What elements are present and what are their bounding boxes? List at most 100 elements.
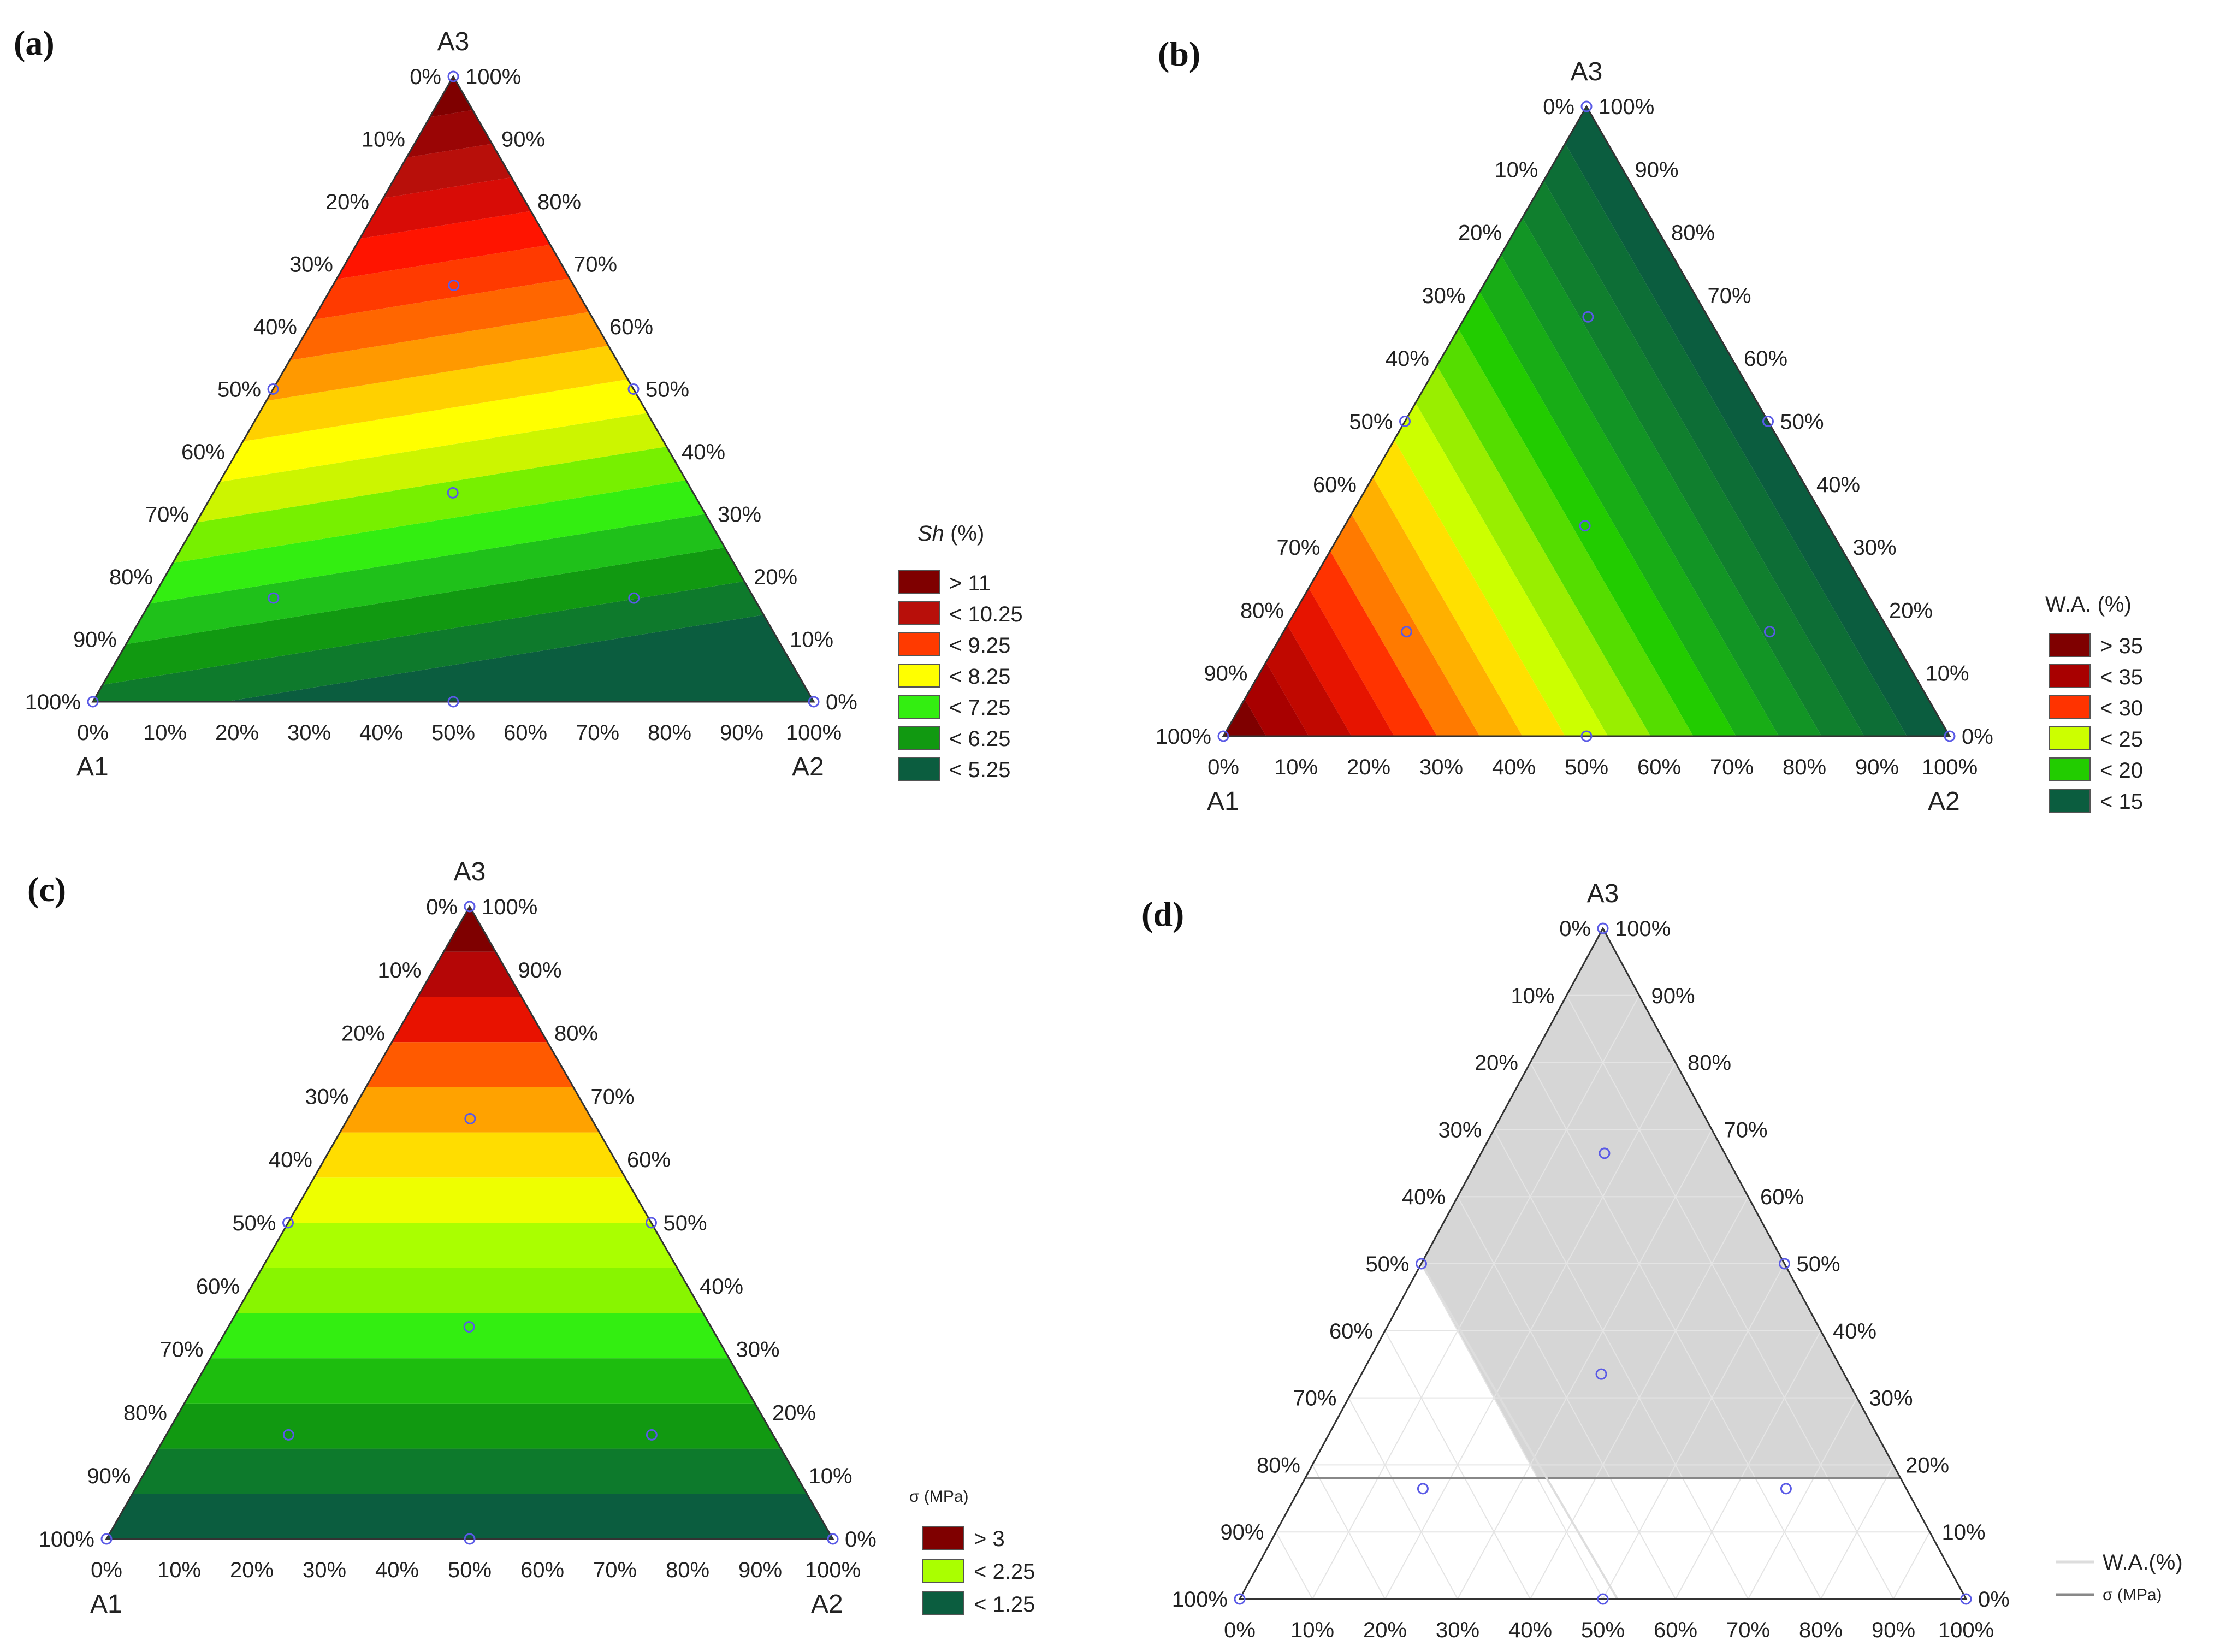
panel-label-d: (d) xyxy=(1141,895,1184,933)
contour-band xyxy=(1253,591,1371,736)
contour-band xyxy=(93,529,814,691)
tick-left-c: 0% xyxy=(426,895,458,919)
legend-label: < 8.25 xyxy=(949,665,1010,689)
triangle-frame-b xyxy=(1222,104,1951,737)
design-point xyxy=(463,1321,475,1333)
design-point xyxy=(1780,1483,1792,1495)
tick-bottom-b: 0% xyxy=(1207,755,1239,779)
grid-line xyxy=(1566,995,1894,1599)
legend-swatch xyxy=(898,726,940,750)
tick-bottom-b: 40% xyxy=(1492,755,1536,779)
contour-band xyxy=(106,1403,833,1449)
contour-bands xyxy=(106,907,833,1539)
design-point xyxy=(1580,100,1593,112)
contour-band xyxy=(1343,303,1666,736)
legend-label: < 6.25 xyxy=(949,727,1010,751)
legend-c: σ (MPa) > 3 < 2.25 < 1.25 xyxy=(909,1488,1035,1617)
tick-left-c: 100% xyxy=(39,1527,94,1552)
tick-left-d: 70% xyxy=(1293,1387,1336,1411)
tick-left-b: 80% xyxy=(1240,599,1284,623)
design-point xyxy=(282,1429,294,1441)
design-point xyxy=(1599,1147,1611,1159)
contour-bands xyxy=(93,76,814,702)
tick-right-b: 60% xyxy=(1744,347,1787,371)
tick-left-a: 70% xyxy=(145,503,189,527)
tick-right-d: 40% xyxy=(1833,1319,1876,1343)
panel-label-a: (a) xyxy=(14,23,55,62)
contour-band xyxy=(1447,106,1950,736)
tick-bottom-c: 30% xyxy=(303,1558,346,1582)
legend-swatch xyxy=(922,1559,964,1583)
tick-right-d: 20% xyxy=(1905,1453,1949,1477)
legend-label: < 5.25 xyxy=(949,758,1010,782)
tick-left-d: 100% xyxy=(1172,1588,1228,1612)
tick-right-b: 100% xyxy=(1599,95,1654,119)
design-point xyxy=(448,280,460,292)
legend-label: < 1.25 xyxy=(974,1592,1035,1617)
tick-right-c: 90% xyxy=(518,958,562,982)
design-point xyxy=(1944,730,1956,742)
tick-left-a: 40% xyxy=(253,315,297,339)
tick-left-d: 50% xyxy=(1365,1252,1409,1276)
tick-left-b: 100% xyxy=(1156,725,1211,749)
tick-right-c: 0% xyxy=(845,1527,877,1552)
tick-bottom-d: 0% xyxy=(1224,1618,1256,1642)
legend-label: < 7.25 xyxy=(949,696,1010,720)
tick-left-c: 30% xyxy=(305,1085,348,1109)
grid-line xyxy=(1602,1263,1785,1599)
grid-line xyxy=(1493,1129,1749,1599)
contour-band xyxy=(106,1223,833,1268)
tick-right-a: 70% xyxy=(573,253,617,277)
tick-left-c: 50% xyxy=(232,1211,276,1235)
contour-band xyxy=(1417,106,1911,736)
vertex-label-a3: A3 xyxy=(1587,879,1619,908)
tick-bottom-a: 70% xyxy=(576,721,619,745)
tick-left-d: 30% xyxy=(1438,1118,1482,1142)
design-point xyxy=(268,592,280,604)
contour-band xyxy=(1313,399,1567,736)
tick-bottom-d: 100% xyxy=(1938,1618,1994,1642)
design-point xyxy=(1762,416,1774,427)
tick-right-d: 10% xyxy=(1942,1520,1986,1544)
tick-bottom-c: 60% xyxy=(520,1558,564,1582)
contour-band xyxy=(93,492,814,654)
tick-bottom-b: 20% xyxy=(1347,755,1390,779)
tick-right-c: 20% xyxy=(772,1401,816,1425)
tick-left-d: 40% xyxy=(1402,1185,1446,1209)
design-point xyxy=(1400,626,1412,638)
contour-band xyxy=(93,565,814,702)
contour-band xyxy=(106,1177,833,1223)
legend-title-c: σ (MPa) xyxy=(909,1488,969,1506)
ternary-plot-b: 0% 0% 100% 10% 10% 90% 20% 20% 80% 30% 30% 70% 40% 40… xyxy=(1156,57,1993,816)
legend-title-a: Sh (%) xyxy=(917,522,984,546)
tick-left-a: 10% xyxy=(362,128,405,152)
legend-d: W.A.(%) σ (MPa) xyxy=(2056,1550,2183,1604)
contour-band xyxy=(106,1494,833,1539)
tick-right-c: 80% xyxy=(554,1022,598,1046)
tick-left-b: 90% xyxy=(1204,662,1247,686)
tick-left-b: 10% xyxy=(1494,158,1538,182)
legend-label: < 2.25 xyxy=(974,1560,1035,1584)
vertex-label-a1: A1 xyxy=(1223,1650,1256,1652)
tick-bottom-d: 30% xyxy=(1436,1618,1479,1642)
legend-b: W.A. (%) > 35 < 35 < 30 < 25 < 20 < 15 xyxy=(2045,593,2143,814)
tick-left-d: 0% xyxy=(1559,917,1591,941)
tick-right-d: 0% xyxy=(1978,1588,2010,1612)
panel-label-b: (b) xyxy=(1158,34,1200,73)
tick-bottom-a: 80% xyxy=(648,721,691,745)
tick-bottom-b: 10% xyxy=(1274,755,1318,779)
contour-band xyxy=(1328,351,1617,736)
legend-label: > 3 xyxy=(974,1527,1005,1551)
tick-bottom-c: 70% xyxy=(593,1558,637,1582)
tick-bottom-c: 50% xyxy=(448,1558,492,1582)
tick-bottom-c: 90% xyxy=(738,1558,782,1582)
grid-line xyxy=(1893,1531,1931,1599)
tick-left-a: 100% xyxy=(25,690,81,714)
design-point xyxy=(447,696,459,708)
ternary-plot-a: 0% 0% 100% 10% 10% 90% 20% 20% 80% 30% 30% 70% 40% 40… xyxy=(25,27,857,781)
tick-left-a: 80% xyxy=(109,565,153,589)
legend-a: Sh (%) > 11 < 10.25 < 9.25 < 8.25 < 7.25 < 6.… xyxy=(898,522,1023,782)
design-point xyxy=(1597,1593,1609,1605)
tick-right-c: 40% xyxy=(700,1275,743,1299)
tick-bottom-b: 60% xyxy=(1637,755,1681,779)
